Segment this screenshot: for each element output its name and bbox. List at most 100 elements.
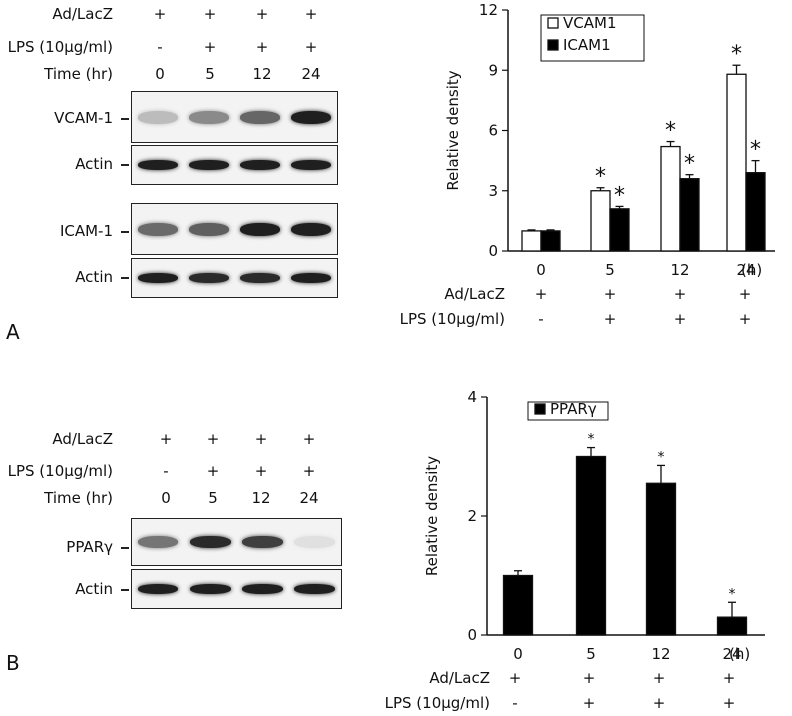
blot-strip xyxy=(131,203,338,255)
y-tick-label: 6 xyxy=(488,122,498,140)
blot-a-cell: 0 xyxy=(155,65,165,83)
blot-band xyxy=(137,584,179,594)
chart-a-cell: + xyxy=(673,310,687,328)
blot-band xyxy=(188,273,229,283)
x-tick-label: 24 xyxy=(722,645,741,663)
blot-b-cell: + xyxy=(206,462,220,480)
blot-strip xyxy=(131,258,338,298)
blot-a-row-label: VCAM-1 xyxy=(54,109,113,127)
legend-label: VCAM1 xyxy=(563,14,616,32)
blot-strip xyxy=(131,91,338,143)
blot-band xyxy=(137,536,179,548)
blot-band xyxy=(240,110,281,124)
blot-band xyxy=(188,110,229,124)
blot-a-cell: + xyxy=(304,5,318,23)
blot-b-cell: + xyxy=(159,430,173,448)
blot-b-cell: + xyxy=(206,430,220,448)
blot-a-cell: + xyxy=(255,38,269,56)
x-tick-label: 24 xyxy=(736,261,755,279)
x-tick-label: 12 xyxy=(670,261,689,279)
blot-marker-tick xyxy=(121,164,129,166)
blot-band xyxy=(240,160,281,170)
blot-strip xyxy=(131,569,342,609)
blot-band xyxy=(240,273,281,283)
significance-star: * xyxy=(729,586,736,602)
blot-band xyxy=(188,160,229,170)
blot-b-condition-label: Time (hr) xyxy=(44,489,113,507)
blot-band xyxy=(137,110,178,124)
chart-a-cell: + xyxy=(738,310,752,328)
blot-a-cell: + xyxy=(255,5,269,23)
blot-band xyxy=(137,160,178,170)
legend-label: ICAM1 xyxy=(563,36,611,54)
blot-band xyxy=(137,273,178,283)
chart-b-cell: + xyxy=(722,694,736,712)
blot-band xyxy=(291,273,332,283)
blot-b-cell: + xyxy=(254,462,268,480)
x-tick-label: 0 xyxy=(536,261,546,279)
panel-letter-a: A xyxy=(6,320,20,344)
blot-strip xyxy=(131,518,342,566)
blot-band xyxy=(291,110,332,124)
significance-star: * xyxy=(750,138,761,163)
blot-b-condition-label: LPS (10μg/ml) xyxy=(7,462,113,480)
bar xyxy=(502,574,534,636)
blot-a-condition-label: Ad/LacZ xyxy=(52,5,113,23)
chart-b-cell: + xyxy=(582,669,596,687)
chart-b-cell: + xyxy=(582,694,596,712)
blot-a-cell: 12 xyxy=(252,65,272,83)
y-tick-label: 4 xyxy=(467,388,477,406)
panel-letter-b: B xyxy=(6,651,20,675)
blot-a-cell: + xyxy=(304,38,318,56)
blot-a-row-label: Actin xyxy=(75,268,113,286)
y-axis-label: Relative density xyxy=(444,70,462,190)
blot-a-condition-label: Time (hr) xyxy=(44,65,113,83)
blot-band xyxy=(189,536,231,548)
blot-band xyxy=(242,536,283,548)
y-tick-label: 2 xyxy=(467,507,477,525)
chart-a-cell: + xyxy=(534,285,548,303)
blot-band xyxy=(291,160,332,170)
blot-b-cell: 0 xyxy=(161,489,171,507)
blot-band xyxy=(294,536,336,548)
blot-b-cell: 24 xyxy=(299,489,319,507)
blot-a-cell: + xyxy=(203,38,217,56)
y-tick-label: 3 xyxy=(488,182,498,200)
blot-b-cell: + xyxy=(302,430,316,448)
blot-strip xyxy=(131,145,338,185)
blot-band xyxy=(294,584,336,594)
chart-a-cell: - xyxy=(538,310,544,328)
blot-a-row-label: Actin xyxy=(75,155,113,173)
chart-b-cell: + xyxy=(508,669,522,687)
legend-box xyxy=(527,401,609,421)
blot-band xyxy=(291,222,332,236)
blot-a-cell: - xyxy=(157,38,163,56)
chart-b-cell: + xyxy=(652,694,666,712)
significance-star: * xyxy=(588,432,595,448)
chart-a-cell: + xyxy=(738,285,752,303)
blot-band xyxy=(240,222,281,236)
legend-swatch xyxy=(547,17,559,29)
chart-a-cell: + xyxy=(603,285,617,303)
x-unit-label: (h) xyxy=(729,645,750,663)
chart-b-cell: + xyxy=(722,669,736,687)
chart-a-cell: + xyxy=(673,285,687,303)
blot-b-row-label: Actin xyxy=(75,580,113,598)
blot-a-row-label: ICAM-1 xyxy=(59,222,113,240)
blot-marker-tick xyxy=(121,118,129,120)
blot-a-condition-label: LPS (10μg/ml) xyxy=(7,38,113,56)
blot-a-cell: + xyxy=(153,5,167,23)
blot-b-cell: 5 xyxy=(208,489,218,507)
x-tick-label: 0 xyxy=(513,645,523,663)
bar xyxy=(645,482,677,636)
blot-a-cell: 24 xyxy=(301,65,321,83)
blot-a-cell: + xyxy=(203,5,217,23)
significance-star: * xyxy=(614,183,625,208)
blot-band xyxy=(188,222,229,236)
blot-marker-tick xyxy=(121,589,129,591)
chart-b-cell: + xyxy=(652,669,666,687)
chart-a-condition-label: LPS (10μg/ml) xyxy=(399,310,505,328)
x-tick-label: 12 xyxy=(651,645,670,663)
